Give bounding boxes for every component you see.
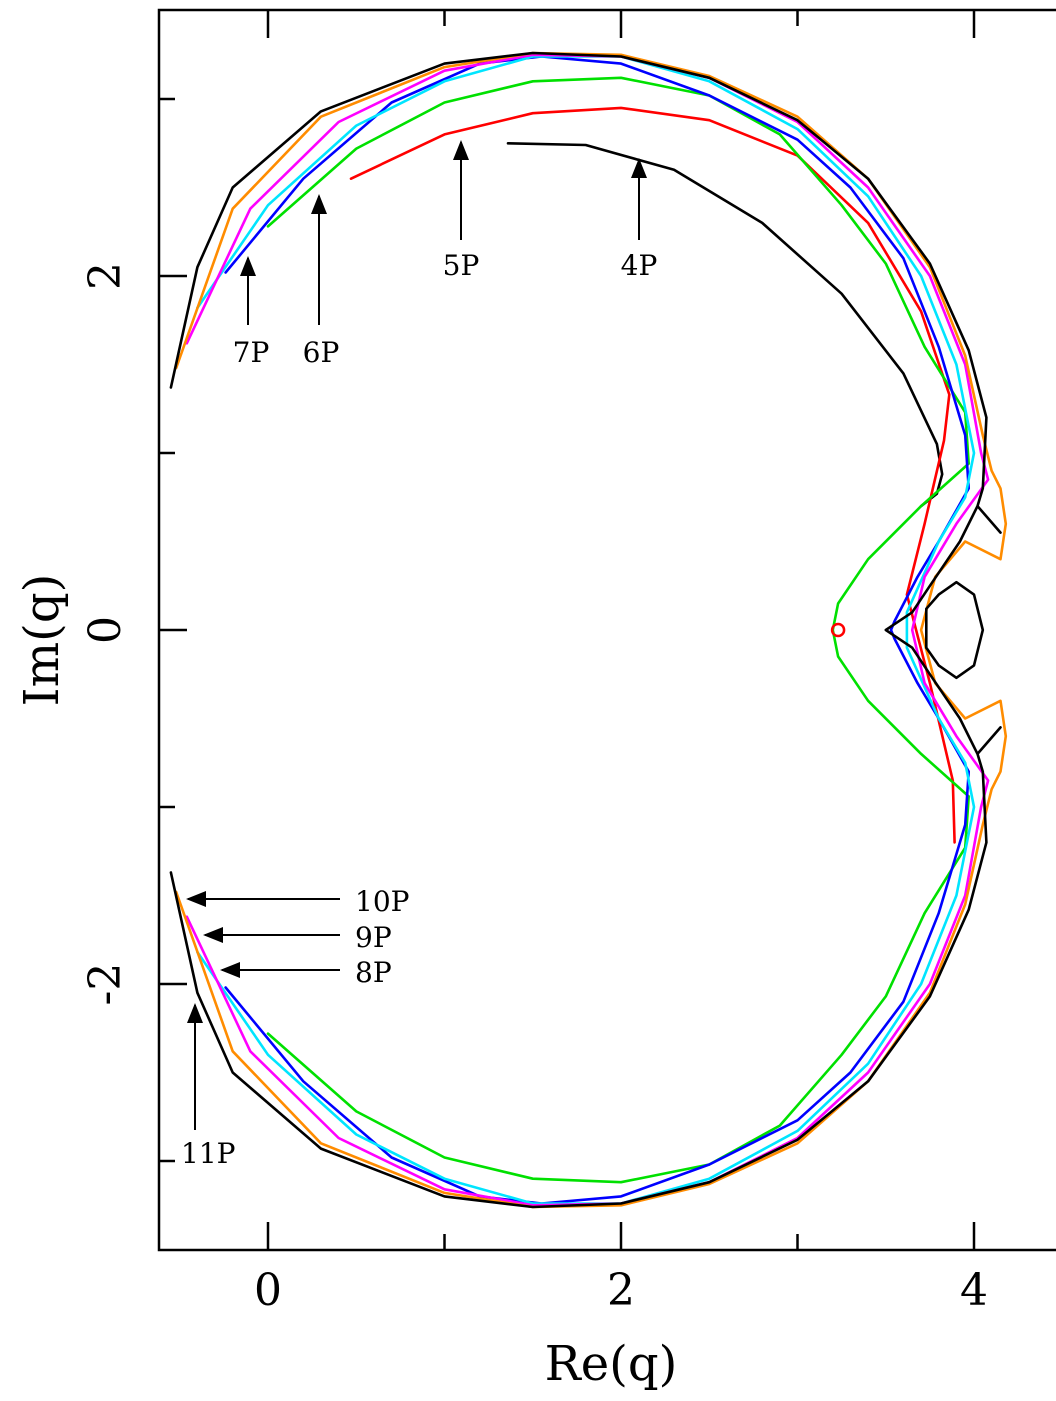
y-tick-0: 0 <box>80 616 131 644</box>
series-4p <box>506 142 944 508</box>
annotation-label-10p: 10P <box>355 885 409 918</box>
annotation-label-5p: 5P <box>443 249 480 282</box>
series-11p <box>169 51 1002 1209</box>
series-9p <box>185 53 990 1207</box>
series-6p <box>266 76 970 1184</box>
x-tick-2: 2 <box>607 1265 635 1316</box>
annotation-label-7p: 7P <box>233 336 270 369</box>
series-5p <box>349 106 956 844</box>
x-axis-title: Re(q) <box>545 1336 678 1392</box>
y-axis-title: Im(q) <box>14 574 70 707</box>
series-10p <box>174 51 1008 1209</box>
annotation-label-4p: 4P <box>621 249 658 282</box>
marker-point <box>830 622 846 638</box>
series-layer <box>169 51 1008 1209</box>
series-inner-loop <box>925 580 985 680</box>
annotation-label-9p: 9P <box>355 921 392 954</box>
series-7p <box>224 55 970 1205</box>
annotation-label-11p: 11P <box>181 1137 235 1170</box>
x-tick-4: 4 <box>960 1265 988 1316</box>
x-tick-0: 0 <box>254 1265 282 1316</box>
series-8p <box>196 55 976 1205</box>
axis-ticks <box>159 10 976 1250</box>
annotation-label-8p: 8P <box>355 956 392 989</box>
annotation-label-6p: 6P <box>303 336 340 369</box>
y-tick-minus-2: -2 <box>80 963 131 1006</box>
y-tick-2: 2 <box>80 262 131 290</box>
